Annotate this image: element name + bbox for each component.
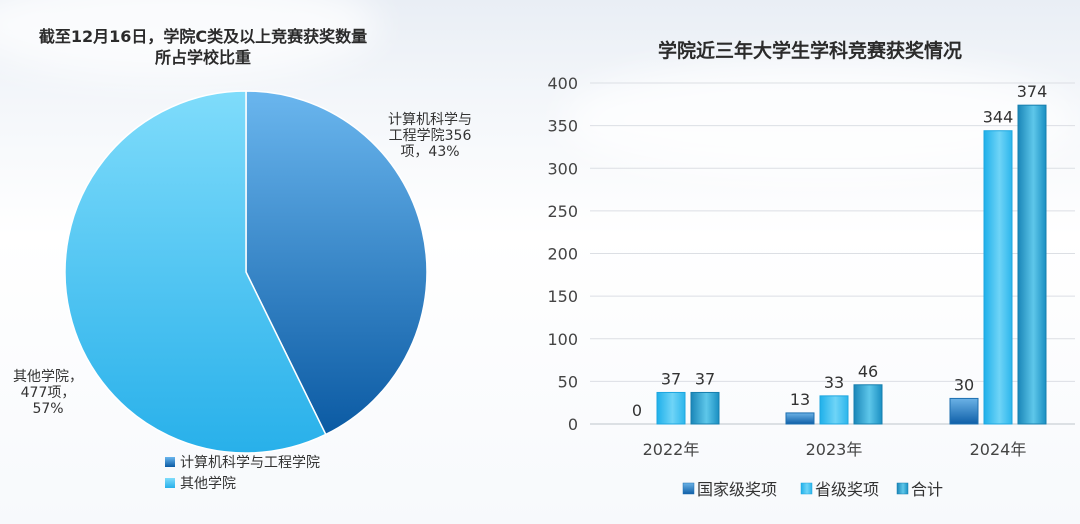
bar-value-label: 374: [1017, 82, 1048, 101]
legend-label: 计算机科学与工程学院: [180, 455, 320, 471]
legend-swatch: [800, 482, 813, 495]
pie-slice-other: [64, 90, 327, 454]
x-tick-label: 2022年: [643, 440, 700, 459]
legend-swatch: [896, 482, 909, 495]
pie-data-label: 计算机科学与工程学院356 项，43%: [388, 112, 472, 160]
legend-label: 国家级奖项: [697, 480, 777, 499]
bar-value-label: 13: [790, 390, 810, 409]
bar-national: [785, 412, 815, 425]
bar-total: [690, 391, 720, 425]
bar-chart-title: 学院近三年大学生学科竞赛获奖情况: [657, 40, 962, 62]
y-tick-label: 350: [547, 117, 578, 136]
pie-data-label-line: 477项，: [21, 385, 76, 401]
bar-value-label: 46: [858, 362, 878, 381]
pie-data-label-line: 计算机科学与: [388, 112, 472, 128]
legend-swatch: [165, 457, 175, 467]
legend-label: 其他学院: [180, 476, 236, 492]
y-tick-label: 200: [547, 245, 578, 264]
pie-data-label-line: 其他学院，: [13, 369, 83, 385]
x-tick-label: 2024年: [970, 440, 1027, 459]
bar-total: [1017, 104, 1047, 425]
pie-title-line-1: 截至12月16日，学院C类及以上竞赛获奖数量: [38, 27, 368, 46]
bar-provincial: [819, 395, 849, 425]
bar-value-label: 0: [632, 401, 642, 420]
bar-provincial: [656, 391, 686, 425]
bar-value-label: 37: [695, 369, 715, 388]
bar-total: [853, 384, 883, 425]
legend-label: 省级奖项: [815, 480, 879, 499]
y-tick-label: 400: [547, 74, 578, 93]
legend-swatch: [682, 482, 695, 495]
y-tick-label: 250: [547, 202, 578, 221]
y-tick-label: 300: [547, 159, 578, 178]
y-tick-label: 100: [547, 330, 578, 349]
bar-national: [949, 397, 979, 425]
legend-label: 合计: [911, 480, 943, 499]
bar-value-label: 37: [661, 369, 681, 388]
y-tick-label: 0: [568, 415, 578, 434]
y-tick-label: 50: [558, 372, 578, 391]
legend-swatch: [165, 478, 175, 488]
bar-value-label: 33: [824, 373, 844, 392]
pie-data-label: 其他学院， 477项， 57%: [13, 369, 83, 417]
pie-data-label-line: 工程学院356: [389, 128, 472, 144]
pie-data-label-line: 项，43%: [400, 144, 459, 160]
pie-slice-cse: [245, 90, 428, 436]
bar-provincial: [983, 130, 1013, 425]
x-tick-label: 2023年: [806, 440, 863, 459]
pie-data-label-line: 57%: [32, 401, 63, 417]
pie-title-line-2: 所占学校比重: [154, 48, 251, 67]
pie-chart: 计算机科学与工程学院356 项，43% 其他学院， 477项， 57% 计算机科学与工程学…: [13, 90, 472, 492]
bar-value-label: 344: [983, 108, 1014, 127]
bar-value-label: 30: [954, 375, 974, 394]
bar-chart: 0 50 100 150 200 250 300 350 400 0 37 37 2022年 13 33 46…: [547, 74, 1075, 499]
y-tick-label: 150: [547, 287, 578, 306]
pie-chart-title: 截至12月16日，学院C类及以上竞赛获奖数量 所占学校比重: [8, 26, 398, 68]
